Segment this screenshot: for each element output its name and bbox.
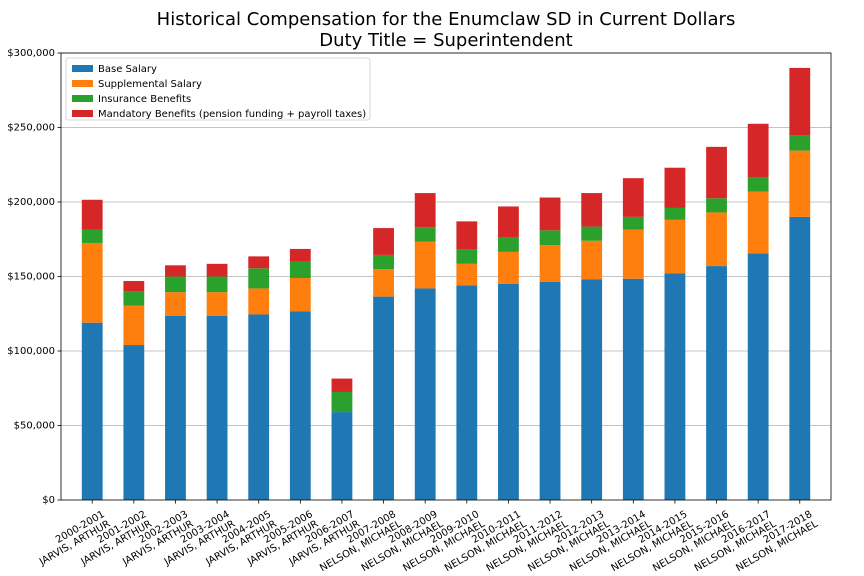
bar-segment	[498, 251, 519, 284]
plot-frame	[60, 52, 832, 501]
bar-segment	[539, 230, 561, 246]
legend-swatch	[72, 65, 93, 72]
chart-subtitle: Duty Title = Superintendent	[319, 30, 572, 51]
legend-swatch	[72, 80, 93, 87]
bar-segment	[664, 273, 686, 500]
bar-segment	[747, 123, 769, 178]
y-tick-label: $200,000	[7, 197, 55, 208]
bar-segment	[747, 253, 769, 500]
bar-segment	[289, 248, 311, 262]
bar-segment	[248, 288, 270, 315]
bar-segment	[622, 278, 644, 500]
bar-segment	[165, 292, 186, 316]
bar-segment	[498, 283, 519, 500]
bar-segment	[622, 178, 644, 217]
bar-segment	[706, 212, 727, 267]
bars	[81, 67, 811, 500]
y-tick-label: $50,000	[14, 421, 55, 432]
bar-segment	[123, 280, 145, 292]
bar-segment	[664, 207, 686, 220]
bar-segment	[373, 254, 394, 270]
legend-box	[65, 57, 371, 121]
bar-segment	[414, 241, 436, 289]
bar-segment	[206, 292, 228, 316]
bar-segment	[706, 266, 727, 500]
bar-segment	[123, 305, 145, 346]
bar-segment	[456, 263, 478, 286]
bar-segment	[789, 135, 811, 151]
bar-segment	[81, 199, 103, 230]
bar-segment	[248, 314, 270, 500]
bar-segment	[289, 311, 311, 500]
bar-segment	[622, 229, 644, 279]
bar-segment	[81, 322, 103, 500]
legend-entry: Base Salary	[98, 64, 157, 75]
bar-segment	[414, 193, 436, 228]
bar-segment	[456, 221, 478, 250]
bar-segment	[81, 229, 103, 243]
chart-title: Historical Compensation for the Enumclaw…	[157, 9, 736, 30]
bar-segment	[206, 276, 228, 293]
bar-segment	[331, 378, 353, 392]
legend-swatch	[72, 110, 93, 117]
bar-segment	[165, 276, 186, 293]
bar-segment	[331, 391, 353, 413]
bar-segment	[456, 249, 478, 264]
bar-segment	[789, 150, 811, 217]
bar-segment	[664, 167, 686, 208]
bar-segment	[789, 216, 811, 500]
bar-segment	[581, 279, 603, 500]
legend-entry: Supplemental Salary	[98, 79, 202, 90]
y-tick-label: $250,000	[7, 123, 55, 134]
y-tick-label: $300,000	[7, 48, 55, 59]
bar-segment	[373, 296, 394, 500]
bar-segment	[123, 345, 145, 500]
bar-segment	[706, 146, 727, 199]
legend-entry: Mandatory Benefits (pension funding + pa…	[98, 109, 366, 120]
bar-segment	[206, 263, 228, 277]
y-tick-label: $150,000	[7, 272, 55, 283]
bar-segment	[373, 228, 394, 255]
y-tick-label: $100,000	[7, 346, 55, 357]
legend-entry: Insurance Benefits	[98, 94, 191, 105]
bar-segment	[456, 285, 478, 500]
bar-segment	[539, 281, 561, 500]
bar-segment	[81, 242, 103, 323]
bar-segment	[706, 198, 727, 213]
bar-segment	[165, 315, 186, 500]
bar-segment	[123, 291, 145, 306]
bar-segment	[539, 245, 561, 282]
bar-segment	[331, 412, 353, 500]
bar-segment	[248, 256, 270, 269]
bar-segment	[581, 240, 603, 280]
bar-segment	[289, 261, 311, 278]
bar-segment	[581, 226, 603, 241]
bar-segment	[498, 206, 519, 238]
bar-segment	[498, 237, 519, 252]
bar-segment	[622, 216, 644, 230]
bar-segment	[664, 219, 686, 274]
bar-segment	[414, 227, 436, 242]
bar-segment	[789, 67, 811, 136]
legend-swatch	[72, 95, 93, 102]
bar-segment	[206, 315, 228, 500]
y-tick-label: $0	[42, 495, 55, 506]
bar-segment	[248, 268, 270, 289]
bar-segment	[747, 177, 769, 192]
bar-segment	[165, 265, 186, 277]
legend: Base Salary Supplemental Salary Insurance …	[65, 57, 371, 121]
bar-segment	[747, 191, 769, 254]
bar-segment	[414, 288, 436, 500]
bar-segment	[373, 269, 394, 297]
bar-segment	[581, 193, 603, 227]
bar-segment	[289, 277, 311, 312]
bar-segment	[539, 197, 561, 231]
